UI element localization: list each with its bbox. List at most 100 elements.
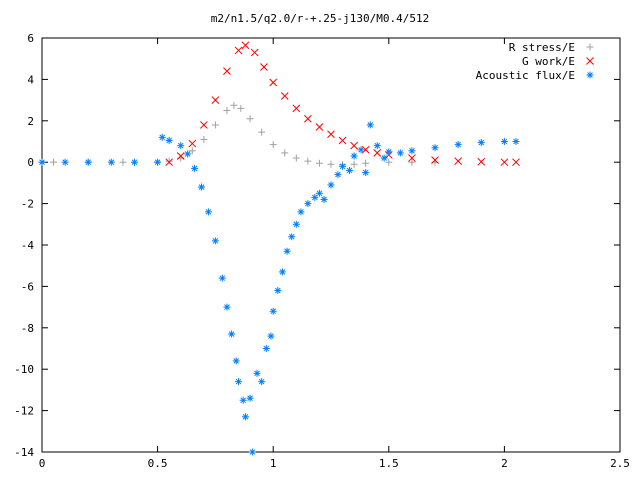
data-point — [500, 158, 509, 167]
x-tick-label: 0.5 — [148, 457, 168, 470]
legend-marker-0 — [586, 43, 594, 51]
data-point — [211, 237, 219, 245]
data-point — [297, 208, 305, 216]
data-point — [269, 78, 278, 87]
legend-label-g-work: G work/E — [522, 55, 575, 68]
data-point — [431, 156, 439, 164]
data-point — [246, 394, 254, 402]
data-point — [211, 96, 220, 104]
series-2 — [38, 121, 520, 456]
data-point — [315, 189, 323, 197]
data-point — [250, 48, 259, 57]
data-point — [373, 142, 381, 150]
data-point — [477, 157, 486, 166]
y-tick-label: -10 — [14, 363, 34, 376]
data-point — [199, 121, 208, 129]
x-tick-label: 2 — [501, 457, 508, 470]
data-point — [320, 195, 328, 203]
x-tick-label: 0 — [39, 457, 46, 470]
data-point — [260, 63, 268, 71]
data-point — [253, 369, 261, 377]
data-point — [380, 154, 388, 162]
data-point — [234, 46, 243, 55]
data-point — [385, 158, 393, 166]
data-point — [477, 139, 485, 147]
data-point — [223, 106, 231, 114]
data-point — [292, 104, 301, 113]
data-point — [177, 142, 185, 150]
data-point — [228, 330, 236, 338]
data-point — [373, 149, 382, 157]
data-point — [274, 287, 282, 295]
data-point — [431, 144, 439, 152]
data-point — [241, 413, 249, 421]
data-point — [184, 150, 192, 158]
data-point — [165, 136, 173, 144]
data-point — [315, 159, 323, 167]
data-point — [304, 157, 312, 165]
data-point — [500, 138, 508, 145]
data-point — [327, 160, 335, 168]
data-point — [248, 448, 256, 456]
data-point — [339, 162, 347, 170]
data-point — [454, 157, 463, 166]
data-point — [396, 149, 404, 157]
y-tick-label: -12 — [14, 405, 34, 418]
legend-marker-2 — [586, 71, 594, 79]
data-point — [176, 152, 185, 160]
x-tick-label: 1.5 — [379, 457, 399, 470]
data-point — [280, 92, 289, 100]
data-point — [512, 138, 520, 145]
data-point — [350, 160, 358, 168]
data-point — [211, 121, 219, 129]
chart-title: m2/n1.5/q2.0/r-+.25-j130/M0.4/512 — [211, 12, 430, 25]
y-tick-label: -14 — [14, 446, 34, 459]
series-1 — [165, 41, 520, 167]
data-point — [241, 41, 250, 50]
data-point — [165, 157, 173, 165]
data-point — [218, 274, 226, 282]
axes: 0 0.5 1 1.5 2 2.5 6 4 2 0 -2 -4 -6 -8 -10 -12 -14 — [14, 32, 630, 470]
data-point — [262, 345, 270, 352]
data-point — [408, 158, 416, 166]
data-point — [269, 141, 277, 149]
data-point — [107, 158, 115, 166]
data-point — [269, 307, 277, 315]
x-tick-label: 2.5 — [610, 457, 630, 470]
data-point — [84, 158, 92, 166]
legend-label-acoustic-flux: Acoustic flux/E — [476, 69, 575, 82]
data-point — [198, 183, 206, 191]
data-point — [311, 193, 319, 201]
x-tick-label: 1 — [270, 457, 277, 470]
data-point — [158, 133, 166, 141]
data-point — [350, 141, 358, 150]
data-point — [350, 152, 358, 160]
data-point — [223, 67, 231, 75]
y-tick-label: 2 — [27, 115, 34, 128]
data-point — [188, 147, 196, 155]
data-point — [246, 115, 254, 123]
data-point — [235, 378, 243, 386]
data-point — [281, 149, 289, 157]
data-point — [119, 158, 127, 166]
data-point — [188, 139, 197, 148]
y-tick-label: -4 — [21, 239, 35, 252]
data-point — [267, 332, 275, 340]
data-point — [334, 171, 342, 179]
data-point — [130, 158, 138, 166]
data-point — [223, 303, 231, 311]
data-point — [50, 158, 58, 166]
data-point — [237, 104, 245, 112]
y-tick-label: -2 — [21, 198, 34, 211]
data-point — [288, 233, 296, 241]
data-point — [362, 169, 370, 177]
data-point — [408, 147, 416, 155]
y-tick-label: 4 — [27, 73, 34, 86]
data-point — [154, 158, 162, 166]
data-point — [230, 101, 238, 109]
y-tick-label: 0 — [27, 156, 34, 169]
data-point — [304, 114, 312, 123]
data-point — [292, 220, 300, 228]
legend-marker-1 — [586, 57, 594, 65]
